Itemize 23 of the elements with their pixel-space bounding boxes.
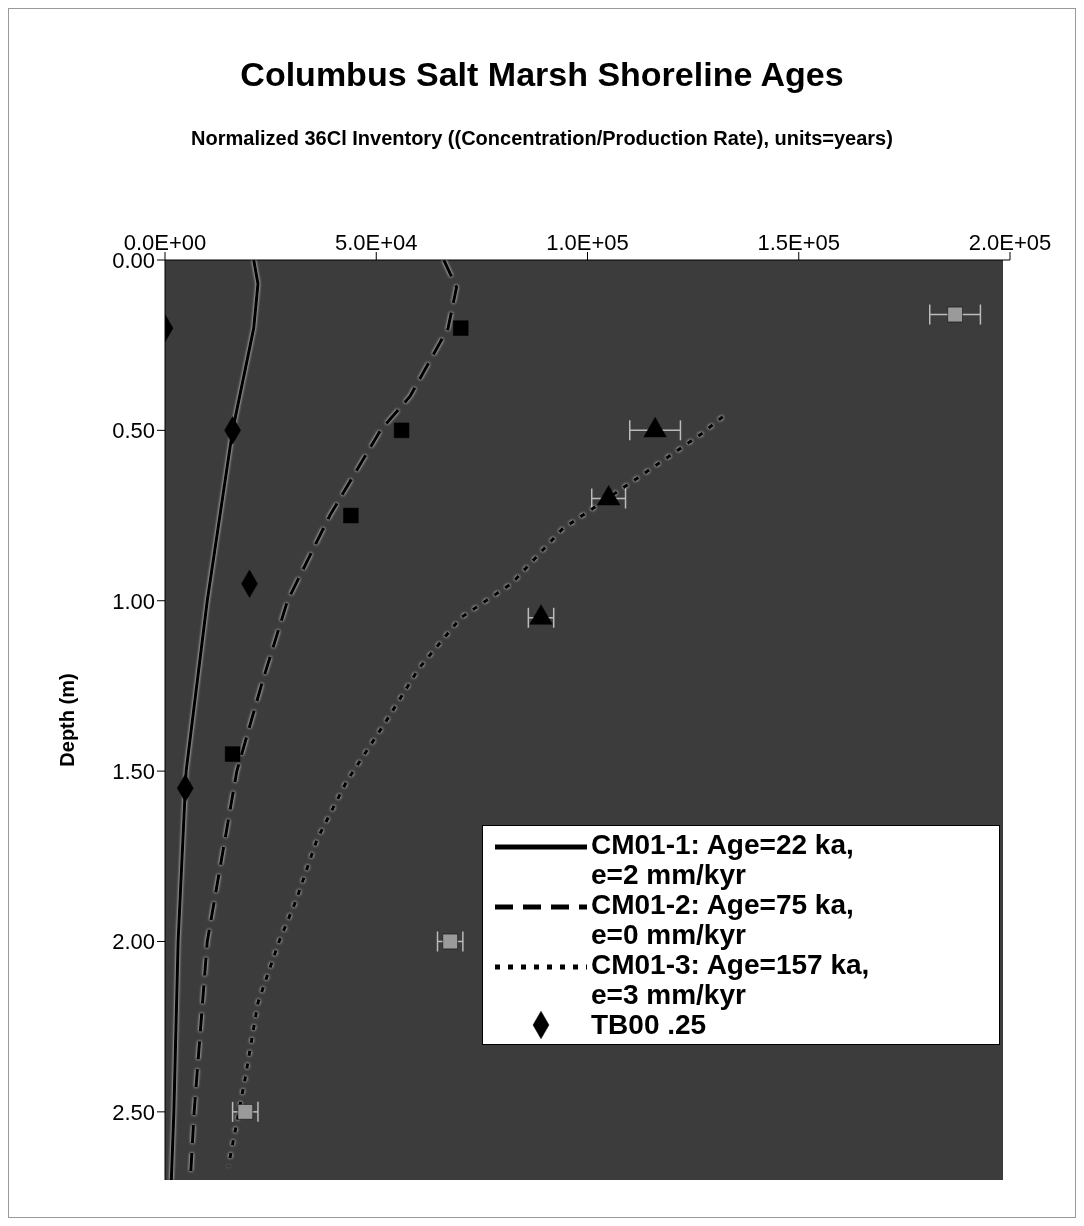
point [224, 746, 241, 762]
x-tick-label: 2.0E+05 [968, 230, 1052, 255]
y-tick-label: 1.50 [112, 758, 155, 784]
point [453, 320, 469, 336]
y-tick-label: 2.00 [112, 929, 155, 955]
x-axis-title: Normalized 36Cl Inventory ((Concentration/Production Rate), units=years) [190, 126, 894, 151]
point [442, 933, 458, 950]
point [343, 507, 359, 524]
y-axis-title: Depth (m) [56, 673, 79, 767]
point [237, 1104, 253, 1120]
x-tick-label: 1.0E+05 [546, 230, 629, 255]
x-tick-label: 5.0E+04 [334, 230, 418, 255]
point [393, 422, 410, 439]
legend-label: CM01-2: Age=75 ka, e=0 mm/kyr [591, 889, 855, 950]
y-tick-label: 2.50 [112, 1099, 155, 1125]
x-tick-label: 1.5E+05 [757, 230, 841, 255]
y-tick-label: 0.50 [112, 418, 155, 444]
legend-label: CM01-3: Age=157 ka, e=3 mm/kyr [591, 949, 871, 1010]
point [947, 306, 963, 323]
legend-label: TB00 .25 [591, 1009, 707, 1040]
y-tick-label: 1.00 [112, 588, 155, 614]
chart-title: Columbus Salt Marsh Shoreline Ages [239, 54, 845, 95]
legend-label: CM01-1: Age=22 ka, e=2 mm/kyr [591, 829, 855, 890]
